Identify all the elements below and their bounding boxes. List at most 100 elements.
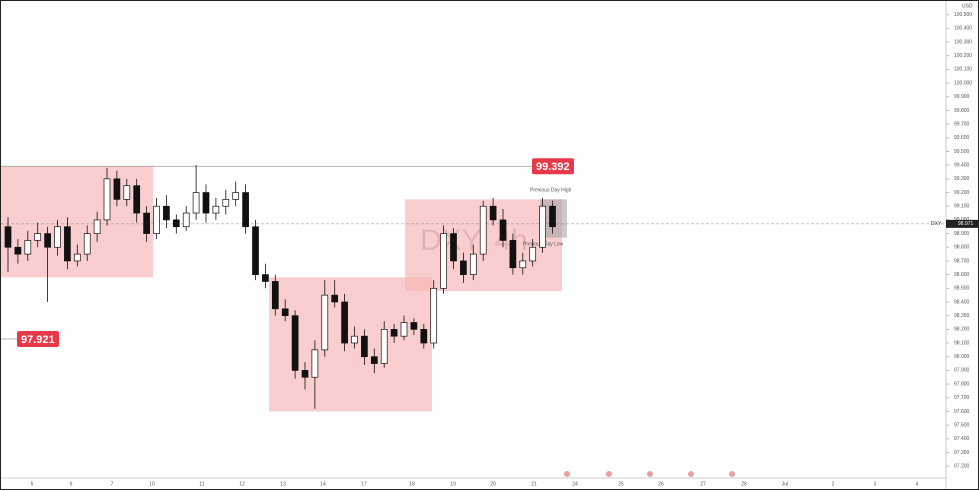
candle-body [182,212,190,228]
y-tick-label: 97.600 [954,409,970,415]
candle-body [281,308,289,317]
x-tick-label: 6 [70,481,73,487]
last-price-label: 98.971 [958,221,974,227]
candle-body [509,240,517,269]
candle-body [450,233,457,262]
candle-body [44,233,51,248]
x-tick-label: 26 [658,481,664,487]
level-label: 99.392 [536,161,570,173]
y-tick-label: 98.200 [954,327,970,333]
candle-body [212,205,220,214]
candle-body [222,199,230,207]
candle-body [93,219,101,234]
y-tick-label: 97.400 [954,436,970,442]
candle-body [539,205,546,248]
y-tick-label: 99.500 [954,149,970,155]
candle-body [153,205,160,234]
y-tick-label: 99.300 [954,176,970,182]
candle-body [143,212,150,234]
candle-body [321,294,329,351]
x-tick-label: 11 [199,481,204,487]
candle-body [34,233,42,241]
candle-body [291,315,299,371]
y-tick-label: 99.600 [954,135,970,141]
candle-body [14,246,22,255]
candle-body [549,205,556,228]
candle-body [24,240,32,255]
candle-body [123,185,131,200]
x-tick-label: 25 [618,481,624,487]
candle-body [133,185,141,214]
candle-body [202,192,210,214]
candle-body [460,260,467,275]
y-tick-label: 98.100 [954,340,970,346]
candle-body [479,205,487,255]
candle-body [4,226,12,248]
y-tick-label: 97.700 [954,395,970,401]
x-tick-label: 21 [531,481,537,487]
candle-body [410,322,418,330]
last-price-bg [946,219,978,228]
y-tick-label: 99.400 [954,163,970,169]
y-tick-label: 100.200 [954,53,972,59]
candle-body [192,192,200,214]
annotation: Previous Day High [530,187,572,193]
candle-body [252,226,259,275]
candle-body [489,205,497,221]
x-tick-label: 5 [31,481,34,487]
candle-body [390,328,398,337]
y-tick-label: 99.900 [954,94,970,100]
y-tick-label: 98.600 [954,272,970,278]
x-tick-label: 14 [320,481,326,487]
candle-body [380,328,388,364]
x-tick-label: 19 [450,481,456,487]
y-tick-label: 100.500 [954,12,972,18]
candle-body [232,192,240,200]
x-tick-label: 28 [741,481,747,487]
candle-body [331,294,339,303]
y-tick-label: 100.100 [954,67,972,73]
y-tick-label: 100.000 [954,80,972,86]
candle-body [262,274,269,282]
y-tick-label: 97.500 [954,422,970,428]
candle-body [83,233,91,255]
y-tick-label: 97.900 [954,368,970,374]
x-tick-label: 13 [280,481,286,487]
y-tick-label: 98.500 [954,286,970,292]
flags [564,471,735,477]
y-tick-label: 100.400 [954,26,972,32]
candle-body [73,253,81,262]
symbol-label: DXY [931,221,942,227]
candle-body [54,226,61,248]
candle-body [430,287,438,344]
y-tick-label: 99.100 [954,204,970,210]
currency: USD [962,3,973,9]
candle-body [361,335,368,358]
candle-body [64,226,71,262]
candle-body [301,370,309,378]
x-tick-label: 3 [874,481,877,487]
x-tick-label: 27 [700,481,706,487]
y-tick-label: 98.700 [954,258,970,264]
y-tick-label: 97.200 [954,463,970,469]
level-label-bg [17,331,59,347]
candle-body [103,178,111,221]
level-label-bg [532,158,574,175]
x-tick-label: 18 [409,481,415,487]
candle-body [311,349,319,378]
x-tick-label: Jul [782,481,788,487]
candle-body [469,253,477,275]
y-tick-label: 99.800 [954,108,970,114]
y-tick-label: 99.700 [954,121,970,127]
level-label: 97.921 [21,334,55,346]
y-tick-label: 98.400 [954,299,970,305]
candle-body [242,192,249,228]
y-tick-label: 100.300 [954,39,972,45]
candle-body [341,301,348,344]
x-tick-label: 2 [832,481,835,487]
candle-body [113,178,121,200]
y-tick-label: 99.200 [954,190,970,196]
candle-body [163,205,170,221]
y-tick-label: 98.300 [954,313,970,319]
